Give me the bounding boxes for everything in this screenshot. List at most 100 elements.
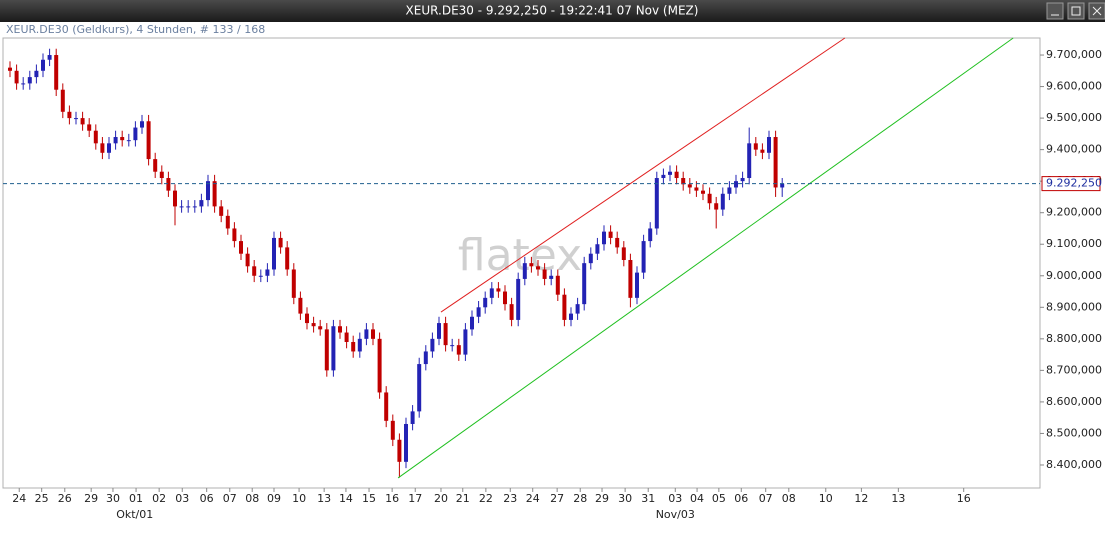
candle-body (575, 304, 580, 314)
candle-body (595, 244, 600, 254)
y-tick-label: 9.600,000 (1046, 80, 1102, 93)
x-tick-label: 24 (12, 492, 26, 505)
x-tick-label: 09 (267, 492, 281, 505)
candle-body (258, 275, 263, 277)
y-tick-label: 9.200,000 (1046, 206, 1102, 219)
candle-body (21, 83, 26, 85)
candle-body (436, 323, 441, 339)
y-tick-label: 8.900,000 (1046, 300, 1102, 313)
candle-body (694, 187, 699, 191)
y-tick-label: 8.800,000 (1046, 332, 1102, 345)
candle-body (337, 326, 342, 333)
candle-body (298, 297, 303, 314)
x-tick-label: 12 (854, 492, 868, 505)
candle-body (278, 237, 283, 248)
candle-body (14, 70, 19, 84)
candle-body (509, 304, 514, 320)
candle-body (377, 338, 382, 393)
candle-body (621, 247, 626, 261)
candle-body (397, 439, 402, 462)
candle-body (549, 275, 554, 279)
x-tick-label: 30 (106, 492, 120, 505)
candle-body (602, 231, 607, 245)
x-tick-label: 29 (84, 492, 98, 505)
maximize-button[interactable] (1067, 2, 1085, 20)
candle-body (344, 332, 349, 342)
candle-body (324, 329, 329, 371)
candle-body (687, 184, 692, 188)
x-tick-label: 21 (456, 492, 470, 505)
x-tick-label: 14 (339, 492, 353, 505)
candle-body (159, 171, 164, 179)
x-tick-label: 13 (317, 492, 331, 505)
candle-body (106, 143, 111, 153)
candle-body (179, 206, 184, 208)
x-tick-label: 20 (434, 492, 448, 505)
candle-body (93, 130, 98, 144)
candle-body (153, 159, 158, 172)
candle-body (469, 316, 474, 330)
candle-body (245, 253, 250, 267)
candle-body (351, 341, 356, 352)
x-tick-label: 07 (223, 492, 237, 505)
candle-body (265, 269, 270, 276)
trend-line (440, 37, 846, 313)
minimize-button[interactable] (1046, 2, 1064, 20)
candle-body (212, 181, 217, 207)
x-tick-label: 06 (200, 492, 214, 505)
candle-body (60, 89, 65, 112)
candle-body (674, 171, 679, 179)
candle-body (403, 423, 408, 462)
candle-body (654, 178, 659, 229)
watermark: flatex (458, 230, 582, 281)
y-tick-label: 9.400,000 (1046, 143, 1102, 156)
candle-body (27, 77, 32, 84)
x-tick-label: 07 (759, 492, 773, 505)
x-tick-label: 10 (819, 492, 833, 505)
candle-body (767, 137, 772, 153)
candle-body (47, 55, 52, 60)
x-tick-label: 22 (479, 492, 493, 505)
candle-body (569, 313, 574, 320)
y-tick-label: 8.600,000 (1046, 395, 1102, 408)
x-tick-label: 15 (362, 492, 376, 505)
month-label: Okt/01 (116, 508, 153, 521)
window-title: XEUR.DE30 - 9.292,250 - 19:22:41 07 Nov … (406, 4, 699, 18)
candle-body (489, 288, 494, 298)
candle-body (760, 149, 765, 153)
candle-body (641, 241, 646, 273)
candle-body (747, 143, 752, 179)
candle-body (318, 326, 323, 330)
candle-body (73, 118, 78, 120)
plot-frame (2, 37, 1041, 489)
y-tick-label: 9.700,000 (1046, 48, 1102, 61)
candle-body (238, 241, 243, 254)
x-tick-label: 27 (550, 492, 564, 505)
candle-body (219, 206, 224, 216)
candle-body (628, 260, 633, 298)
candle-body (364, 329, 369, 339)
candle-body (192, 206, 197, 208)
candle-body (476, 307, 481, 317)
candle-body (186, 206, 191, 208)
candle-body (166, 178, 171, 191)
window-buttons[interactable] (1046, 2, 1105, 20)
candle-body (357, 338, 362, 352)
maximize-icon (1071, 6, 1081, 16)
candle-body (410, 411, 415, 424)
candle-body (271, 237, 276, 270)
candle-body (562, 294, 567, 320)
y-tick-label: 8.400,000 (1046, 458, 1102, 471)
x-tick-label: 06 (734, 492, 748, 505)
candle-body (232, 228, 237, 242)
candle-body (205, 181, 210, 201)
candle-body (113, 137, 118, 144)
candle-body (615, 237, 620, 248)
candle-body (291, 269, 296, 298)
candle-body (681, 178, 686, 185)
x-tick-label: 10 (292, 492, 306, 505)
x-tick-label: 08 (782, 492, 796, 505)
candle-body (423, 351, 428, 365)
last-price-label: 9.292,250 (1046, 177, 1102, 190)
candle-body (390, 420, 395, 440)
